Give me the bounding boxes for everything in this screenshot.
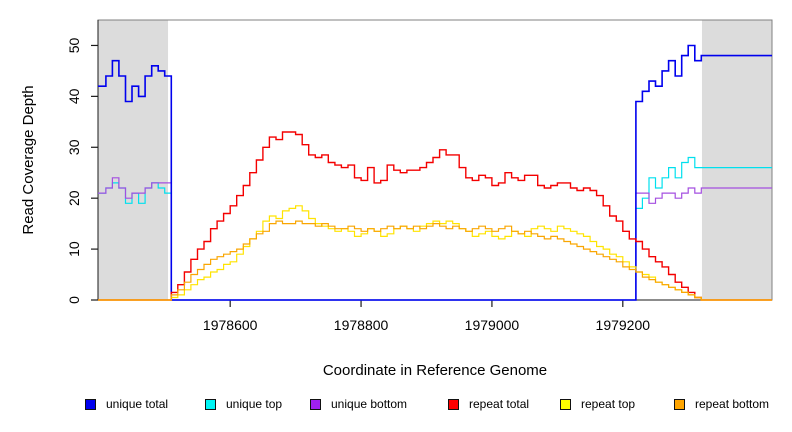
x-tick-label: 1979200: [596, 317, 651, 333]
series-line-unique-top: [98, 156, 772, 301]
series-lines: [98, 44, 772, 301]
legend-label: unique total: [106, 397, 169, 411]
plot-box: [97, 19, 773, 301]
legend-swatch-repeat-top: [560, 398, 571, 410]
y-tick-label: 20: [66, 190, 82, 206]
series-line-repeat-top: [98, 205, 772, 301]
y-tick-label: 50: [66, 37, 82, 53]
legend-entry-unique-bottom: unique bottom: [310, 396, 407, 412]
x-tick-label: 1979000: [465, 317, 520, 333]
series-line-unique-bottom: [98, 177, 772, 301]
legend-entry-repeat-bottom: repeat bottom: [674, 396, 769, 412]
legend-entry-unique-top: unique top: [205, 396, 282, 412]
legend-label: unique top: [226, 397, 283, 411]
coverage-plot: 1978600 1978800 1979000 197920001020304050 …: [20, 19, 773, 379]
legend-entry-repeat-total: repeat total: [448, 396, 529, 412]
y-tick-label: 0: [66, 296, 82, 304]
x-axis-title: Coordinate in Reference Genome: [323, 362, 547, 379]
y-tick-label: 40: [66, 88, 82, 104]
series-line-repeat-bottom: [98, 220, 772, 301]
legend-label: repeat top: [581, 397, 636, 411]
y-tick-label: 30: [66, 139, 82, 155]
legend-swatch-repeat-bottom: [674, 398, 685, 410]
y-tick-label: 10: [66, 241, 82, 257]
shaded-regions: [98, 20, 772, 300]
series-line-unique-total: [98, 44, 772, 301]
x-tick-label: 1978800: [334, 317, 389, 333]
legend-swatch-repeat-total: [448, 398, 459, 410]
y-axis-title: Read Coverage Depth: [20, 85, 37, 234]
legend-swatch-unique-total: [85, 398, 96, 410]
legend-entry-unique-total: unique total: [85, 396, 168, 412]
axes: 1978600 1978800 1979000 1979200 0 10 20 30 40 50: [66, 19, 773, 333]
legend-label: repeat bottom: [695, 397, 770, 411]
legend-swatch-unique-bottom: [310, 398, 321, 410]
chart-legend: unique total unique top unique bottom repea…: [0, 396, 792, 416]
legend-label: unique bottom: [331, 397, 408, 411]
legend-swatch-unique-top: [205, 398, 216, 410]
legend-entry-repeat-top: repeat top: [560, 396, 635, 412]
x-tick-label: 1978600: [203, 317, 258, 333]
legend-label: repeat total: [469, 397, 530, 411]
unique-region-left: [98, 20, 169, 300]
unique-region-right: [701, 20, 772, 300]
series-line-repeat-total: [98, 131, 772, 301]
